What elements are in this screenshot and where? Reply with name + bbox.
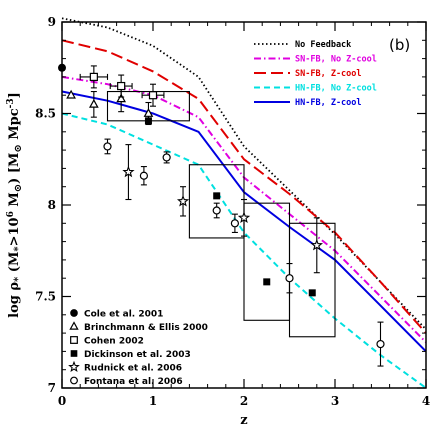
data-point-fontana-et-al-2006 bbox=[162, 153, 171, 162]
y-tick-label: 8 bbox=[48, 198, 56, 212]
data-point-rudnick-et-al-2006 bbox=[237, 211, 251, 224]
legend-label-cohen-2002: Cohen 2002 bbox=[84, 337, 144, 347]
panel-label: (b) bbox=[389, 36, 410, 54]
legend-label-brinchmann-ellis-2000: Brinchmann & Ellis 2000 bbox=[84, 323, 208, 333]
x-axis-label: z bbox=[240, 413, 247, 428]
data-point-fontana-et-al-2006 bbox=[376, 339, 385, 349]
legend-marker-dickinson-et-al-2003 bbox=[70, 350, 78, 357]
data-point-dickinson-et-al-2003 bbox=[308, 289, 316, 297]
y-label-mid3: M bbox=[7, 192, 22, 211]
legend-observations: Cole et al. 2001 Brinchmann & Ellis 2000 C… bbox=[68, 309, 208, 387]
data-point-fontana-et-al-2006 bbox=[230, 219, 239, 228]
x-tick-label: 1 bbox=[149, 394, 157, 408]
legend-label-no-feedback: No Feedback bbox=[295, 40, 351, 50]
legend-models: No Feedback SN-FB, No Z-cool SN-FB, Z-cool… bbox=[254, 40, 377, 108]
data-point-dickinson-et-al-2003 bbox=[144, 117, 152, 125]
data-point-cohen-2002 bbox=[89, 72, 98, 82]
data-point-fontana-et-al-2006 bbox=[285, 274, 294, 283]
data-point-rudnick-et-al-2006 bbox=[122, 165, 135, 178]
x-tick-label: 0 bbox=[58, 394, 66, 408]
y-label-sub4: ⊙ bbox=[13, 144, 24, 152]
data-point-rudnick-et-al-2006 bbox=[176, 194, 190, 207]
legend-label-cole-et-al-2001: Cole et al. 2001 bbox=[84, 310, 163, 320]
data-point-fontana-et-al-2006 bbox=[139, 171, 148, 180]
legend-label-hn-fb-no-z-cool: HN-FB, No Z-cool bbox=[295, 84, 377, 94]
legend-marker-cohen-2002 bbox=[70, 336, 78, 344]
y-tick-label: 7 bbox=[48, 381, 56, 395]
legend-label-sn-fb-no-z-cool: SN-FB, No Z-cool bbox=[295, 55, 377, 65]
data-point-cohen-2002 bbox=[117, 81, 126, 91]
y-label-pre: log ρ bbox=[7, 282, 22, 318]
y-label-mid: (M bbox=[7, 252, 22, 277]
data-point-dickinson-et-al-2003 bbox=[263, 278, 271, 286]
legend-marker-brinchmann-ellis-2000 bbox=[69, 321, 79, 330]
series-line-hn-fb-no-z-cool bbox=[61, 112, 427, 389]
y-tick-label: 9 bbox=[48, 15, 56, 29]
data-point-cohen-2002 bbox=[148, 91, 158, 100]
data-point-brinchmann-ellis-2000 bbox=[88, 98, 99, 108]
axis-ticks: 0 1 2 3 4 7 7.5 8 8.5 9 bbox=[35, 15, 430, 408]
observations bbox=[58, 63, 385, 367]
x-tick-label: 4 bbox=[422, 394, 430, 408]
legend-label-hn-fb-z-cool: HN-FB, Z-cool bbox=[295, 98, 362, 108]
data-point-rudnick-et-al-2006 bbox=[310, 238, 323, 251]
y-label-mid4: ) [M bbox=[7, 153, 22, 184]
y-label-mid5: Mpc bbox=[7, 108, 22, 144]
y-tick-label: 7.5 bbox=[35, 290, 56, 304]
legend-label-dickinson-et-al-2003: Dickinson et al. 2003 bbox=[84, 350, 191, 360]
y-label-mid2: >10 bbox=[7, 217, 22, 246]
y-label-sup1: 6 bbox=[6, 211, 16, 217]
legend-label-fontana-et-al-2006: Fontana et al. 2006 bbox=[84, 377, 183, 387]
data-point-dickinson-et-al-2003 bbox=[213, 192, 221, 200]
legend-marker-cole-et-al-2001 bbox=[70, 309, 78, 317]
legend-marker-fontana-et-al-2006 bbox=[70, 376, 78, 385]
y-label-post: ] bbox=[7, 92, 22, 98]
x-tick-label: 3 bbox=[331, 394, 339, 408]
data-point-fontana-et-al-2006 bbox=[103, 142, 112, 151]
data-point-brinchmann-ellis-2000 bbox=[66, 89, 76, 99]
series-line-sn-fb-z-cool bbox=[61, 39, 427, 334]
y-label-sub2: * bbox=[13, 246, 24, 252]
data-point-brinchmann-ellis-2000 bbox=[116, 93, 127, 103]
series-line-no-feedback bbox=[61, 17, 427, 331]
x-tick-label: 2 bbox=[240, 394, 248, 408]
y-label-sup2: -3 bbox=[6, 98, 16, 108]
y-label-sub3: ⊙ bbox=[13, 184, 24, 192]
legend-marker-rudnick-et-al-2006 bbox=[68, 360, 80, 373]
y-axis-label: log ρ* (M*>106 M⊙) [M⊙ Mpc-3] bbox=[6, 92, 24, 318]
y-label-sub1: * bbox=[13, 276, 24, 282]
data-point-brinchmann-ellis-2000 bbox=[143, 108, 154, 117]
legend-label-rudnick-et-al-2006: Rudnick et al. 2006 bbox=[84, 364, 182, 374]
y-tick-label: 8.5 bbox=[35, 107, 56, 121]
legend-label-sn-fb-z-cool: SN-FB, Z-cool bbox=[295, 69, 362, 79]
data-point-fontana-et-al-2006 bbox=[212, 206, 221, 215]
